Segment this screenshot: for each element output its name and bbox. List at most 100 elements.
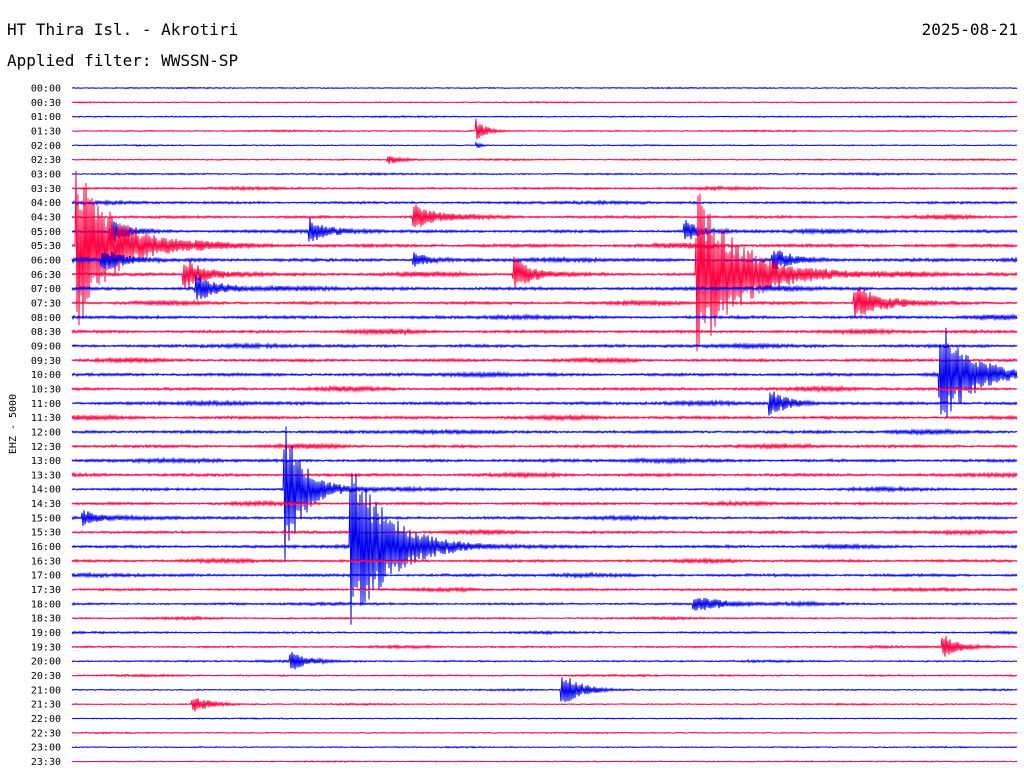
time-tick-label: 21:00 <box>31 685 61 696</box>
time-tick-label: 10:30 <box>31 384 61 395</box>
trace-row-1700 <box>71 571 1018 580</box>
time-tick-label: 00:00 <box>31 84 61 95</box>
trace-row-1930 <box>71 636 1018 657</box>
trace-row-0200 <box>71 141 1018 148</box>
trace-row-2230 <box>71 731 1018 735</box>
time-tick-label: 09:00 <box>31 341 61 352</box>
time-tick-label: 17:00 <box>31 571 61 582</box>
trace-row-0900 <box>71 341 1018 351</box>
channel-label: EHZ - 5000 <box>8 394 19 454</box>
time-tick-label: 01:30 <box>31 126 61 137</box>
trace-row-0500 <box>71 218 1018 242</box>
trace-row-0130 <box>71 118 1018 140</box>
time-tick-label: 13:00 <box>31 456 61 467</box>
trace-row-2130 <box>71 698 1018 712</box>
time-tick-label: 19:30 <box>31 642 61 653</box>
time-tick-label: 12:00 <box>31 427 61 438</box>
time-tick-label: 14:00 <box>31 485 61 496</box>
trace-row-1800 <box>71 598 1018 611</box>
time-tick-label: 21:30 <box>31 700 61 711</box>
time-tick-label: 12:30 <box>31 442 61 453</box>
trace-row-0430 <box>71 204 1018 228</box>
trace-row-0030 <box>71 100 1018 104</box>
trace-row-0400 <box>71 199 1018 207</box>
trace-row-0830 <box>71 327 1018 337</box>
time-tick-label: 02:00 <box>31 141 61 152</box>
time-tick-label: 01:00 <box>31 112 61 123</box>
trace-row-1100 <box>71 391 1018 416</box>
time-tick-label: 19:00 <box>31 628 61 639</box>
time-tick-label: 10:00 <box>31 370 61 381</box>
trace-row-0800 <box>71 313 1018 322</box>
time-tick-labels: 00:00 00:30 01:00 01:30 02:00 02:30 03:00 03:30… <box>31 84 61 769</box>
trace-row-0300 <box>71 171 1018 177</box>
trace-row-1200 <box>71 427 1018 437</box>
time-tick-label: 05:30 <box>31 241 61 252</box>
trace-row-1400 <box>71 426 1018 561</box>
time-tick-label: 22:00 <box>31 714 61 725</box>
time-tick-label: 00:30 <box>31 98 61 109</box>
trace-row-0100 <box>71 114 1018 119</box>
time-tick-label: 03:30 <box>31 184 61 195</box>
time-tick-label: 23:30 <box>31 757 61 768</box>
date-label: 2025-08-21 <box>921 20 1018 39</box>
time-tick-label: 06:00 <box>31 255 61 266</box>
time-tick-label: 07:30 <box>31 298 61 309</box>
time-tick-label: 16:30 <box>31 556 61 567</box>
time-tick-label: 20:00 <box>31 657 61 668</box>
time-tick-label: 18:00 <box>31 599 61 610</box>
time-tick-label: 02:30 <box>31 155 61 166</box>
trace-row-0630 <box>71 193 1018 352</box>
trace-row-1530 <box>71 528 1018 537</box>
time-tick-label: 22:30 <box>31 728 61 739</box>
trace-row-2030 <box>71 673 1018 678</box>
trace-row-2330 <box>71 759 1018 763</box>
station-title: HT Thira Isl. - Akrotiri <box>7 20 239 39</box>
trace-row-0730 <box>71 288 1018 319</box>
time-tick-label: 11:30 <box>31 413 61 424</box>
trace-row-1900 <box>71 629 1018 636</box>
trace-row-1830 <box>71 615 1018 622</box>
trace-row-2100 <box>71 677 1018 703</box>
time-tick-label: 04:30 <box>31 212 61 223</box>
trace-row-2300 <box>71 745 1018 749</box>
time-tick-label: 17:30 <box>31 585 61 596</box>
trace-row-0930 <box>71 356 1018 365</box>
time-tick-label: 15:00 <box>31 513 61 524</box>
time-tick-label: 03:00 <box>31 169 61 180</box>
trace-row-0700 <box>71 275 1018 300</box>
trace-row-1730 <box>71 585 1018 594</box>
trace-row-1000 <box>71 327 1018 418</box>
time-tick-label: 06:30 <box>31 270 61 281</box>
trace-row-2000 <box>71 652 1018 670</box>
time-tick-label: 15:30 <box>31 528 61 539</box>
time-tick-label: 11:00 <box>31 399 61 410</box>
time-tick-label: 08:30 <box>31 327 61 338</box>
trace-row-2200 <box>71 716 1018 720</box>
time-tick-label: 04:00 <box>31 198 61 209</box>
trace-row-1330 <box>71 470 1018 480</box>
trace-group <box>71 86 1018 763</box>
time-tick-label: 09:30 <box>31 356 61 367</box>
filter-label: Applied filter: WWSSN-SP <box>7 51 239 70</box>
trace-row-1430 <box>71 499 1018 508</box>
trace-row-1130 <box>71 413 1018 422</box>
time-tick-label: 16:00 <box>31 542 61 553</box>
trace-row-0230 <box>71 155 1018 164</box>
trace-row-1630 <box>71 556 1018 565</box>
time-tick-label: 05:00 <box>31 227 61 238</box>
trace-row-1030 <box>71 384 1018 394</box>
trace-row-1230 <box>71 442 1018 451</box>
trace-row-0330 <box>71 184 1018 192</box>
time-tick-label: 18:30 <box>31 614 61 625</box>
time-tick-label: 14:30 <box>31 499 61 510</box>
trace-row-1500 <box>71 510 1018 526</box>
trace-row-1300 <box>71 456 1018 465</box>
time-tick-label: 08:00 <box>31 313 61 324</box>
trace-row-0530 <box>71 170 1018 326</box>
trace-row-0600 <box>71 250 1018 270</box>
time-tick-label: 13:30 <box>31 470 61 481</box>
time-tick-label: 23:00 <box>31 743 61 754</box>
time-tick-label: 20:30 <box>31 671 61 682</box>
